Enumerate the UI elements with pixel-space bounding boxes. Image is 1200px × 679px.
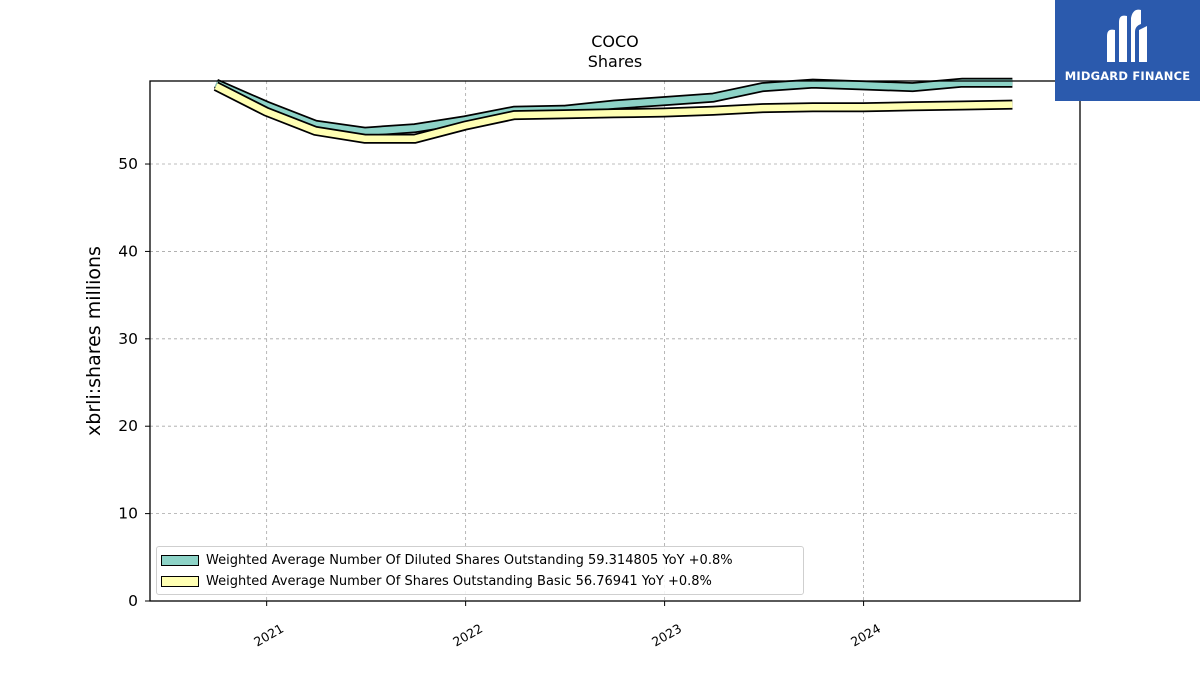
legend-swatch-diluted: [161, 554, 199, 566]
legend-label-basic: Weighted Average Number Of Shares Outsta…: [206, 573, 712, 589]
series-basic-line: [213, 81, 1013, 144]
y-tick-label: 20: [118, 417, 138, 435]
logo-text: MIDGARD FINANCE: [1064, 69, 1191, 83]
legend: Weighted Average Number Of Diluted Share…: [156, 546, 804, 595]
legend-item-basic: Weighted Average Number Of Shares Outsta…: [159, 571, 712, 591]
legend-label-diluted: Weighted Average Number Of Diluted Share…: [206, 552, 733, 568]
legend-swatch-basic: [161, 575, 199, 587]
chart-title: COCO: [591, 32, 639, 51]
x-tick-label: 2023: [649, 621, 684, 650]
x-tick-label: 2022: [450, 621, 485, 650]
logo-mark-icon: [1107, 9, 1147, 63]
y-tick-label: 30: [118, 330, 138, 348]
y-tick-label: 10: [118, 505, 138, 523]
x-tick-label: 2021: [251, 621, 286, 650]
x-tick-label: 2024: [848, 621, 883, 650]
plot-frame: [149, 80, 1081, 602]
y-tick-label: 40: [118, 242, 138, 260]
y-axis-label: xbrli:shares millions: [83, 246, 105, 436]
chart-subtitle: Shares: [587, 52, 643, 71]
y-tick-label: 50: [118, 155, 138, 173]
series-diluted-line: [213, 77, 1013, 137]
y-tick-label: 0: [128, 592, 138, 610]
legend-item-diluted: Weighted Average Number Of Diluted Share…: [159, 550, 733, 570]
midgard-finance-logo: MIDGARD FINANCE: [1055, 0, 1200, 101]
